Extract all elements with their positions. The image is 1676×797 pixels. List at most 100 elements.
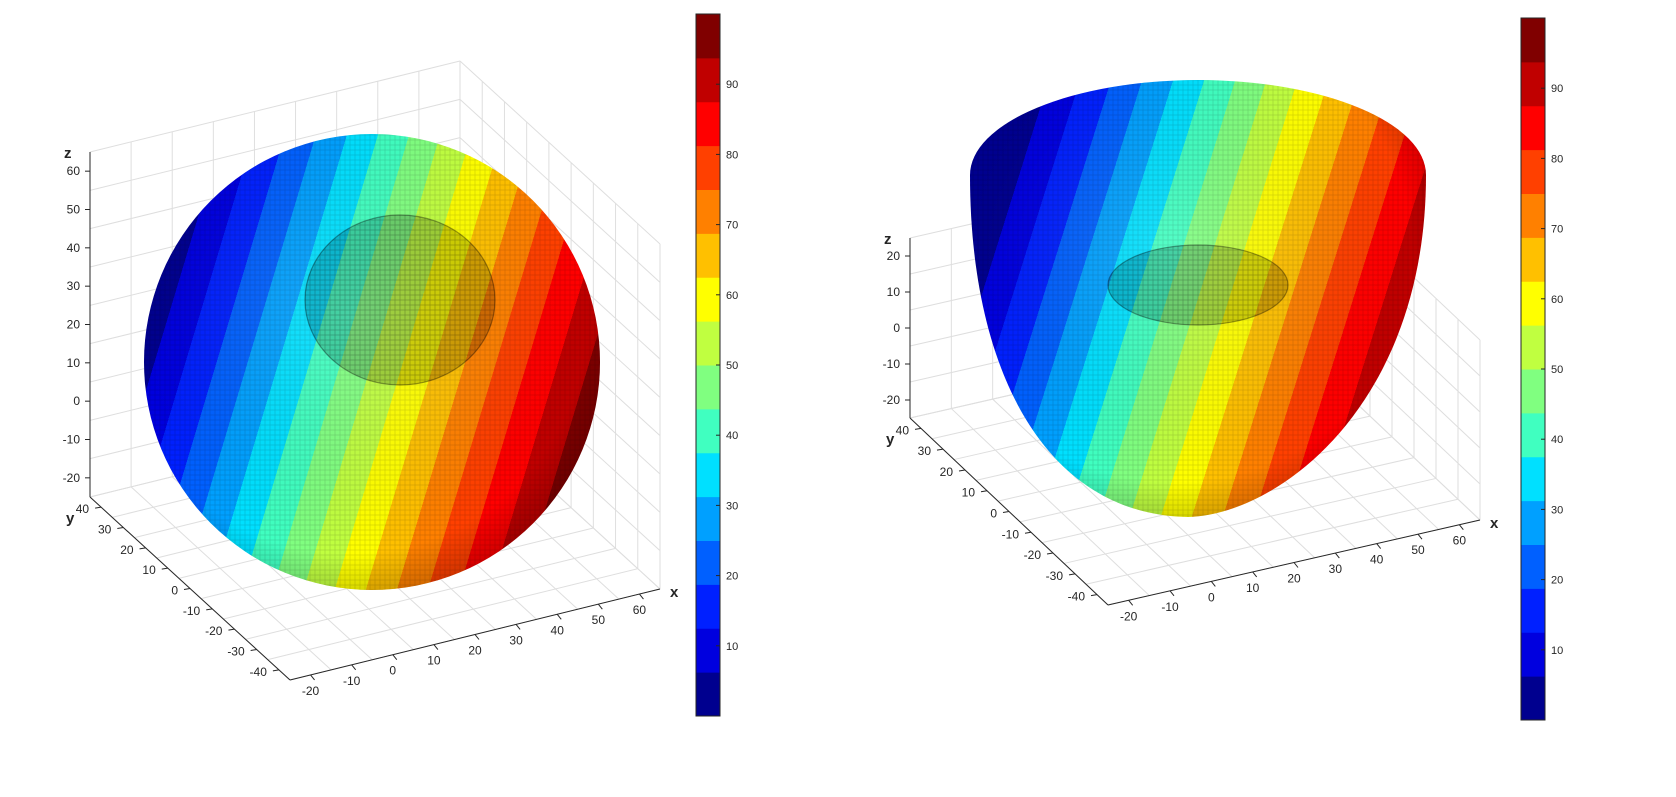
x-tick — [1376, 543, 1382, 549]
z-tick-label: 40 — [67, 241, 81, 255]
axes-lines — [905, 238, 1481, 606]
z-tick-label: 60 — [67, 164, 81, 178]
y-tick — [95, 506, 102, 509]
colorbar-swatch — [696, 408, 720, 454]
z-tick-label: 10 — [887, 285, 901, 299]
floor-grid-y — [1085, 498, 1459, 585]
y-tick — [272, 669, 279, 672]
colorbar-swatch — [1521, 325, 1545, 370]
x-tick — [556, 613, 562, 620]
colorbar-swatch — [1521, 105, 1545, 151]
left-plot-canvas: 60 50 40 30 20 10 0 -10 -20 z 40 30 20 10 0 -10 -20 -30 -4… — [63, 13, 738, 717]
y-tick — [161, 567, 168, 570]
y-tick-label: -20 — [205, 624, 223, 638]
z-tick-label: 10 — [67, 356, 81, 370]
x-tick-label: 50 — [1411, 543, 1425, 557]
axes-lines — [85, 152, 661, 681]
x-tick — [1128, 599, 1134, 606]
cavity-texture — [305, 215, 495, 385]
y-tick-label: 10 — [142, 563, 156, 577]
y-tick-label: 30 — [918, 444, 932, 458]
y-tick — [1090, 594, 1098, 597]
colorbar-swatch — [696, 277, 720, 322]
colorbar-tick-label: 70 — [1551, 224, 1563, 236]
colorbar-tick-label: 10 — [1551, 645, 1563, 657]
colorbar: 10 20 30 40 50 60 70 80 90 — [695, 13, 738, 717]
x-tick-label: 0 — [1208, 590, 1215, 604]
x-tick — [310, 674, 315, 681]
floor-grid-y — [245, 547, 616, 640]
colorbar-swatch — [1521, 588, 1545, 633]
colorbar-swatch — [1521, 632, 1545, 677]
side-wall-grid-z — [459, 60, 661, 245]
y-tick — [117, 527, 124, 529]
colorbar-tick-label: 30 — [726, 500, 738, 512]
colorbar: 10 20 30 40 50 60 70 80 90 — [1520, 17, 1563, 721]
x-tick-label: 10 — [427, 654, 441, 668]
left-3d-plot: 60 50 40 30 20 10 0 -10 -20 z 40 30 20 10 0 -10 -20 -30 -4… — [0, 0, 838, 792]
colorbar-swatch — [1521, 500, 1545, 545]
colorbar-tick-label: 60 — [726, 290, 738, 302]
y-tick — [139, 547, 146, 550]
x-tick-label: 40 — [551, 623, 565, 637]
y-axis-label: y — [886, 431, 895, 448]
x-tick — [1210, 581, 1216, 587]
colorbar-swatch — [1521, 193, 1545, 238]
y-tick-label: 40 — [896, 423, 910, 437]
x-axis-label: x — [1490, 515, 1499, 532]
floor-grid-x — [950, 408, 1150, 596]
cavity-texture — [1108, 245, 1288, 325]
x-tick-label: -10 — [343, 674, 361, 688]
colorbar-tick-label: 50 — [726, 360, 738, 372]
floor-grid-y — [267, 568, 638, 661]
colorbar-swatch — [696, 233, 720, 278]
colorbar-tick-label: 80 — [726, 149, 738, 161]
z-tick-label: -10 — [883, 357, 901, 371]
colorbar-swatch — [696, 584, 720, 629]
x-tick-label: 0 — [389, 664, 396, 678]
colorbar-swatch — [696, 101, 720, 147]
y-tick — [1068, 573, 1076, 576]
colorbar-swatch — [1521, 149, 1545, 194]
y-tick-label: 10 — [962, 486, 976, 500]
colorbar-swatch — [696, 496, 720, 541]
y-tick-label: -20 — [1024, 548, 1042, 562]
x-tick-label: 40 — [1370, 553, 1384, 567]
colorbar-tick-label: 20 — [726, 571, 738, 583]
colorbar-swatch — [1521, 456, 1545, 502]
y-tick — [1024, 531, 1032, 534]
colorbar-swatch — [1521, 281, 1545, 326]
y-tick-label: 0 — [990, 507, 997, 521]
z-tick-label: -10 — [63, 433, 81, 447]
x-tick-label: 60 — [633, 603, 647, 617]
y-tick — [206, 608, 213, 611]
x-tick — [515, 624, 521, 630]
y-tick-label: -10 — [183, 604, 201, 618]
y-tick-label: -40 — [1068, 590, 1086, 604]
colorbar-swatch — [1521, 412, 1545, 458]
colorbar-swatch — [696, 189, 720, 234]
x-tick — [639, 593, 644, 600]
y-tick — [936, 448, 944, 451]
y-tick — [914, 427, 922, 430]
z-tick-label: -20 — [63, 471, 81, 485]
floor-grid-x — [992, 398, 1192, 587]
z-tick-label: 0 — [893, 321, 900, 335]
x-tick — [1334, 552, 1340, 559]
x-tick — [351, 664, 357, 671]
right-plot-canvas: 20 10 0 -10 -20 z 40 30 20 10 0 -10 -20 -30 -40 y -20 -10… — [883, 17, 1563, 721]
x-tick-label: -10 — [1161, 600, 1179, 614]
colorbar-swatch — [1521, 237, 1545, 282]
back-wall-grid-z — [89, 98, 461, 191]
colorbar-tick-label: 40 — [1551, 434, 1563, 446]
colorbar-swatch — [696, 321, 720, 366]
z-tick-label: -20 — [883, 393, 901, 407]
colorbar-swatch — [1521, 369, 1545, 414]
side-wall-grid-z — [459, 98, 661, 283]
y-tick-label: 30 — [98, 523, 112, 537]
x-tick — [597, 603, 603, 610]
colorbar-swatch — [696, 628, 720, 673]
x-tick — [1169, 590, 1175, 597]
floor-grid-y — [1063, 477, 1437, 564]
colorbar-swatch — [1521, 18, 1545, 63]
